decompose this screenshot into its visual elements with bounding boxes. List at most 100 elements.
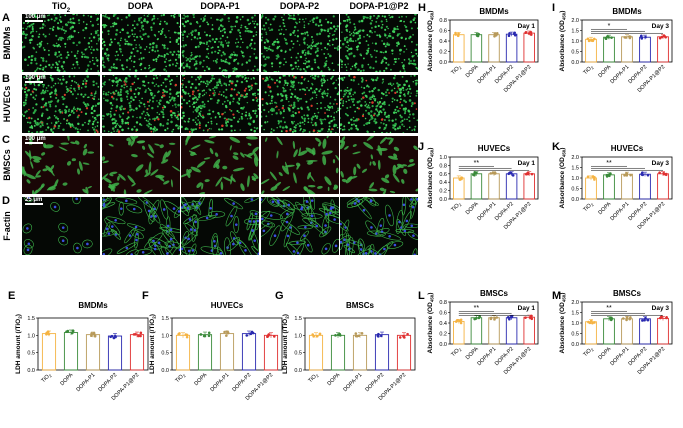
- data-point: [272, 335, 276, 338]
- y-tick-label: 0.0: [161, 368, 169, 374]
- chart-J: J HUVECs Day 1 0.0 0.2 0.4 0.6 0.8 1.0 Absorbance…: [418, 141, 539, 231]
- bar: [470, 34, 483, 63]
- y-tick-label: 0.0: [571, 197, 579, 203]
- x-tick-label: TiO2: [450, 346, 463, 359]
- y-tick-label: 0.5: [571, 187, 579, 193]
- plot-frame: [304, 317, 416, 371]
- micrograph: [260, 75, 339, 133]
- bar: [63, 332, 79, 371]
- data-point: [47, 332, 51, 336]
- bar: [505, 173, 518, 200]
- y-tick-label: 2.0: [571, 300, 579, 306]
- x-tick-label: TiO2: [307, 372, 320, 385]
- bar: [453, 320, 465, 345]
- bar: [523, 316, 535, 345]
- data-point: [586, 175, 590, 178]
- bar: [621, 173, 633, 200]
- chart-I: I BMDMs Day 3 0.0 0.5 1.0 1.5 2.0 Absorbance (OD…: [552, 2, 673, 94]
- x-tick-label: DOPA-P1: [209, 372, 230, 393]
- data-point: [640, 36, 643, 40]
- day-label: Day 3: [652, 305, 670, 312]
- data-point: [586, 37, 590, 41]
- data-point: [454, 320, 458, 323]
- column-header: DOPA-P1@P2: [349, 1, 409, 11]
- data-point: [512, 32, 516, 36]
- chart-H: H BMDMs Day 1 0.0 0.2 0.4 0.6 0.8 Absorbance (OD…: [418, 2, 539, 94]
- panel-letter: J: [418, 141, 424, 153]
- bar: [603, 36, 615, 63]
- y-tick-label: 0.0: [439, 60, 447, 66]
- chart-E: E BMDMs 0.0 0.5 1.0 1.5 LDH amount (/TiO2) TiO2…: [8, 290, 149, 402]
- data-point: [644, 35, 647, 39]
- data-point: [354, 332, 358, 335]
- data-point: [185, 335, 189, 339]
- chart-M: M BMSCs Day 3 0.0 0.5 1.0 1.5 2.0 Absorbance (OD…: [552, 289, 673, 376]
- scale-bar-label: 100 μm: [25, 136, 46, 144]
- y-tick-label: 1.0: [161, 333, 169, 339]
- chart-title: BMDMs: [612, 7, 642, 16]
- bar: [488, 173, 500, 200]
- data-point: [662, 172, 666, 175]
- y-axis-label: Absorbance (OD450): [559, 148, 567, 209]
- micrograph: [101, 197, 180, 255]
- bar: [470, 173, 483, 200]
- data-point: [377, 332, 380, 336]
- x-tick-label: DOPA: [465, 346, 480, 361]
- panel-letter: D: [2, 195, 10, 207]
- bar: [263, 334, 279, 371]
- plot-frame: [171, 317, 283, 371]
- data-point: [250, 330, 254, 334]
- data-point: [355, 334, 359, 338]
- micrograph: [101, 136, 180, 194]
- day-label: Day 3: [652, 23, 670, 30]
- data-point: [665, 316, 668, 319]
- data-point: [587, 39, 591, 43]
- bar: [308, 334, 324, 371]
- bar: [352, 334, 368, 371]
- micrograph: [340, 75, 418, 133]
- bar: [129, 334, 145, 371]
- bar: [488, 34, 500, 63]
- x-tick-label: DOPA-P1: [342, 372, 363, 393]
- data-point: [134, 333, 137, 336]
- panel-letter: H: [418, 2, 426, 14]
- data-point: [266, 334, 270, 338]
- day-label: Day 3: [652, 160, 670, 167]
- data-point: [459, 321, 463, 325]
- chart-title: BMSCs: [480, 289, 509, 298]
- bar: [603, 318, 615, 345]
- data-point: [207, 334, 211, 338]
- data-point: [473, 173, 476, 177]
- x-tick-label: TiO2: [450, 64, 463, 77]
- data-point: [139, 334, 142, 338]
- data-point: [225, 334, 228, 337]
- y-tick-label: 1.5: [27, 316, 35, 322]
- data-point: [507, 34, 511, 38]
- data-point: [475, 171, 478, 175]
- panel-letter: F: [142, 290, 149, 302]
- data-point: [506, 316, 510, 319]
- bar: [657, 36, 669, 63]
- data-point: [226, 330, 230, 334]
- data-point: [644, 316, 647, 320]
- bar: [453, 177, 465, 200]
- data-point: [658, 171, 661, 174]
- bar: [396, 334, 412, 371]
- data-point: [493, 32, 497, 36]
- y-axis-label: Absorbance (OD450): [427, 11, 435, 72]
- bar: [85, 334, 101, 371]
- y-tick-label: 0.8: [439, 300, 447, 306]
- data-point: [495, 32, 499, 35]
- data-point: [664, 172, 668, 176]
- data-point: [185, 333, 189, 337]
- y-tick-label: 1.0: [294, 333, 302, 339]
- micrograph: [260, 197, 339, 255]
- bar: [621, 36, 633, 63]
- data-point: [524, 31, 528, 35]
- bar: [470, 317, 483, 345]
- bar: [639, 173, 651, 200]
- data-point: [592, 37, 596, 41]
- y-tick-label: 0.0: [27, 368, 35, 374]
- y-tick-label: 0.0: [571, 342, 579, 348]
